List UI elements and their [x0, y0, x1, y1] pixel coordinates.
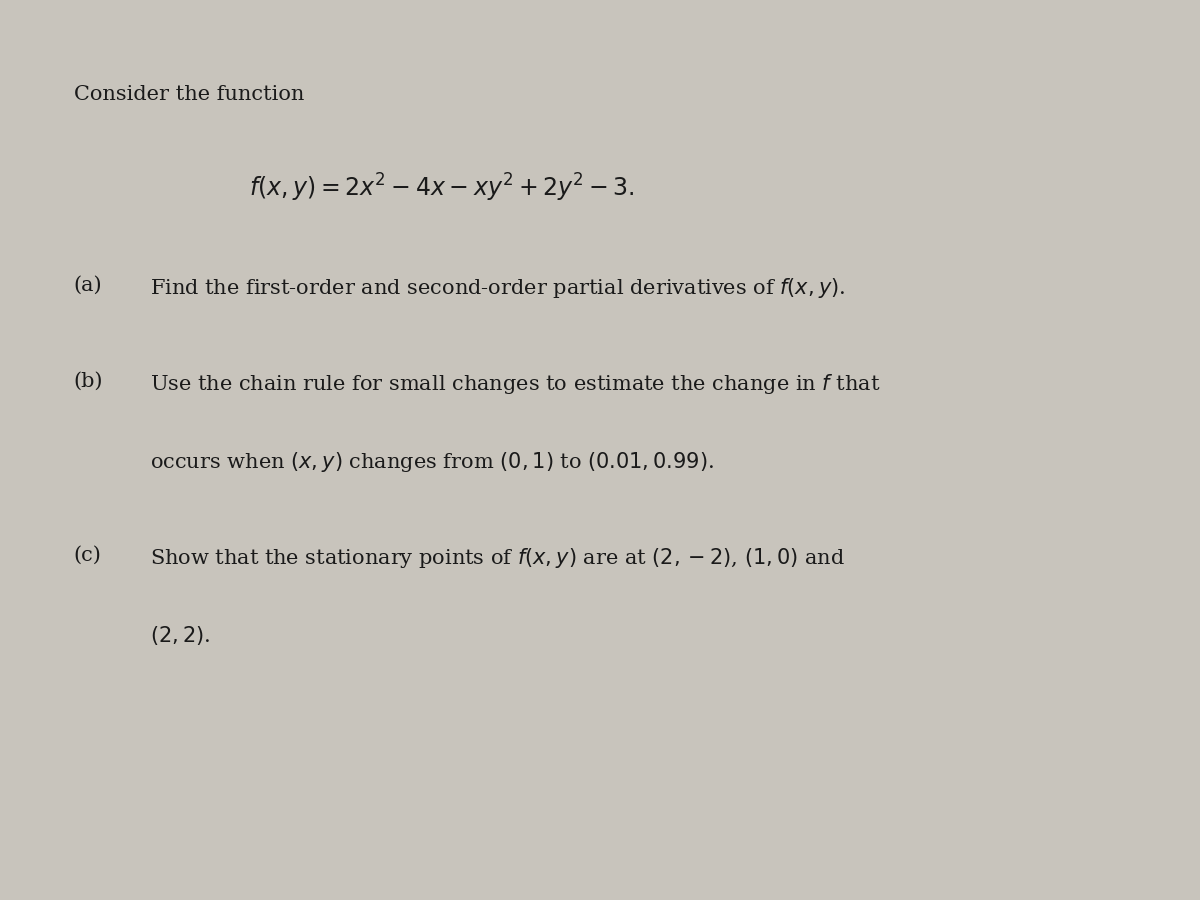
Text: $(2, 2)$.: $(2, 2)$.	[150, 624, 210, 647]
Text: $f(x, y) = 2x^2 - 4x - xy^2 + 2y^2 - 3.$: $f(x, y) = 2x^2 - 4x - xy^2 + 2y^2 - 3.$	[250, 172, 635, 203]
Text: (a): (a)	[73, 276, 102, 295]
Text: (c): (c)	[73, 545, 101, 564]
Text: (b): (b)	[73, 372, 103, 391]
Text: Use the chain rule for small changes to estimate the change in $f$ that: Use the chain rule for small changes to …	[150, 372, 880, 396]
Text: Find the first-order and second-order partial derivatives of $f(x, y)$.: Find the first-order and second-order pa…	[150, 276, 845, 300]
Text: occurs when $(x, y)$ changes from $(0, 1)$ to $(0.01, 0.99)$.: occurs when $(x, y)$ changes from $(0, 1…	[150, 450, 714, 474]
Text: Consider the function: Consider the function	[73, 85, 304, 104]
Text: Show that the stationary points of $f(x, y)$ are at $(2, -2)$, $(1, 0)$ and: Show that the stationary points of $f(x,…	[150, 545, 845, 570]
